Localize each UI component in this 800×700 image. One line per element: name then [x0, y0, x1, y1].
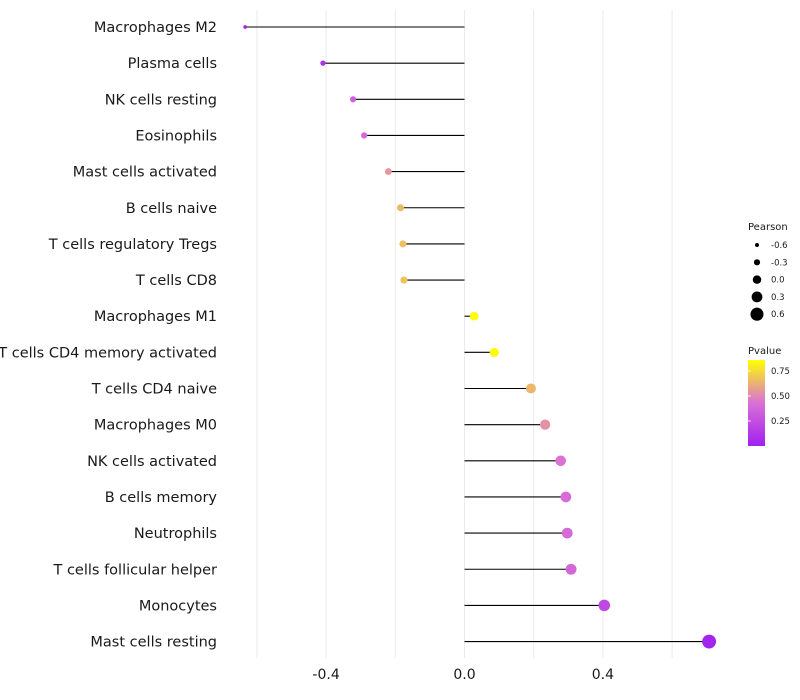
category-label: T cells follicular helper [52, 562, 217, 578]
category-label: Macrophages M0 [94, 418, 217, 434]
category-label: Macrophages M1 [94, 309, 217, 325]
pvalue-legend-title: Pvalue [748, 346, 781, 357]
category-label: Mast cells resting [90, 635, 217, 651]
lollipop-point [396, 204, 405, 212]
category-label: NK cells resting [105, 92, 217, 108]
category-label: Mast cells activated [73, 165, 217, 181]
lollipop-point [399, 240, 407, 248]
category-label: B cells naive [126, 201, 217, 217]
lollipop-point [525, 383, 536, 394]
pvalue-legend-label: 0.75 [771, 367, 790, 377]
category-label: T cells CD4 memory activated [0, 345, 217, 361]
category-label: Eosinophils [135, 128, 217, 144]
category-label: Neutrophils [134, 526, 217, 542]
pearson-legend-key [752, 275, 762, 284]
x-tick-label: 0.0 [453, 667, 475, 683]
grid-layer [256, 10, 673, 658]
pvalue-colorbar [748, 360, 765, 446]
lollipop-point [320, 60, 326, 66]
category-label: Macrophages M2 [94, 20, 217, 36]
pvalue-legend-label: 0.50 [771, 392, 790, 402]
pvalue-legend-label: 0.25 [771, 417, 790, 427]
point-layer [243, 25, 717, 649]
category-label: T cells CD8 [135, 273, 217, 289]
lollipop-point [243, 25, 247, 29]
category-label: Monocytes [139, 598, 217, 614]
category-label: B cells memory [105, 490, 218, 506]
lollipop-point [598, 599, 611, 612]
pearson-legend-label: 0.3 [771, 293, 785, 303]
lollipop-point [560, 491, 572, 503]
lollipop-point [561, 527, 573, 539]
lollipop-point [400, 276, 408, 284]
lollipop-point [555, 455, 566, 467]
pearson-legend-label: 0.0 [771, 276, 785, 286]
category-labels: Macrophages M2 Plasma cells NK cells resti… [0, 20, 217, 651]
lollipop-point [469, 311, 479, 321]
pearson-size-legend: Pearson -0.6 -0.3 0.0 0.3 0.6 [748, 222, 788, 321]
x-tick-label: -0.4 [312, 667, 339, 683]
lollipop-point [489, 347, 499, 357]
pearson-legend-title: Pearson [748, 222, 788, 233]
lollipop-point [702, 634, 717, 649]
lollipop-point [565, 563, 577, 575]
pearson-legend-key [751, 291, 763, 303]
pearson-legend-label: -0.6 [771, 241, 788, 251]
lollipop-point [361, 132, 368, 139]
category-label: T cells regulatory Tregs [48, 237, 217, 253]
category-label: T cells CD4 naive [91, 382, 217, 398]
category-label: Plasma cells [128, 56, 217, 72]
pearson-legend-key [755, 243, 759, 247]
pvalue-color-legend: Pvalue 0.75 0.50 0.25 [748, 346, 790, 446]
pearson-legend-label: 0.6 [771, 310, 785, 320]
x-axis-ticks: -0.4 0.0 0.4 [312, 667, 614, 683]
x-tick-label: 0.4 [592, 667, 614, 683]
lollipop-point [350, 96, 357, 103]
stick-layer [245, 26, 710, 643]
pearson-legend-label: -0.3 [771, 258, 788, 268]
pearson-legend-key [753, 259, 761, 266]
category-label: NK cells activated [87, 454, 217, 470]
pearson-legend-key [750, 307, 764, 321]
lollipop-point [384, 168, 392, 176]
lollipop-point [539, 419, 551, 430]
